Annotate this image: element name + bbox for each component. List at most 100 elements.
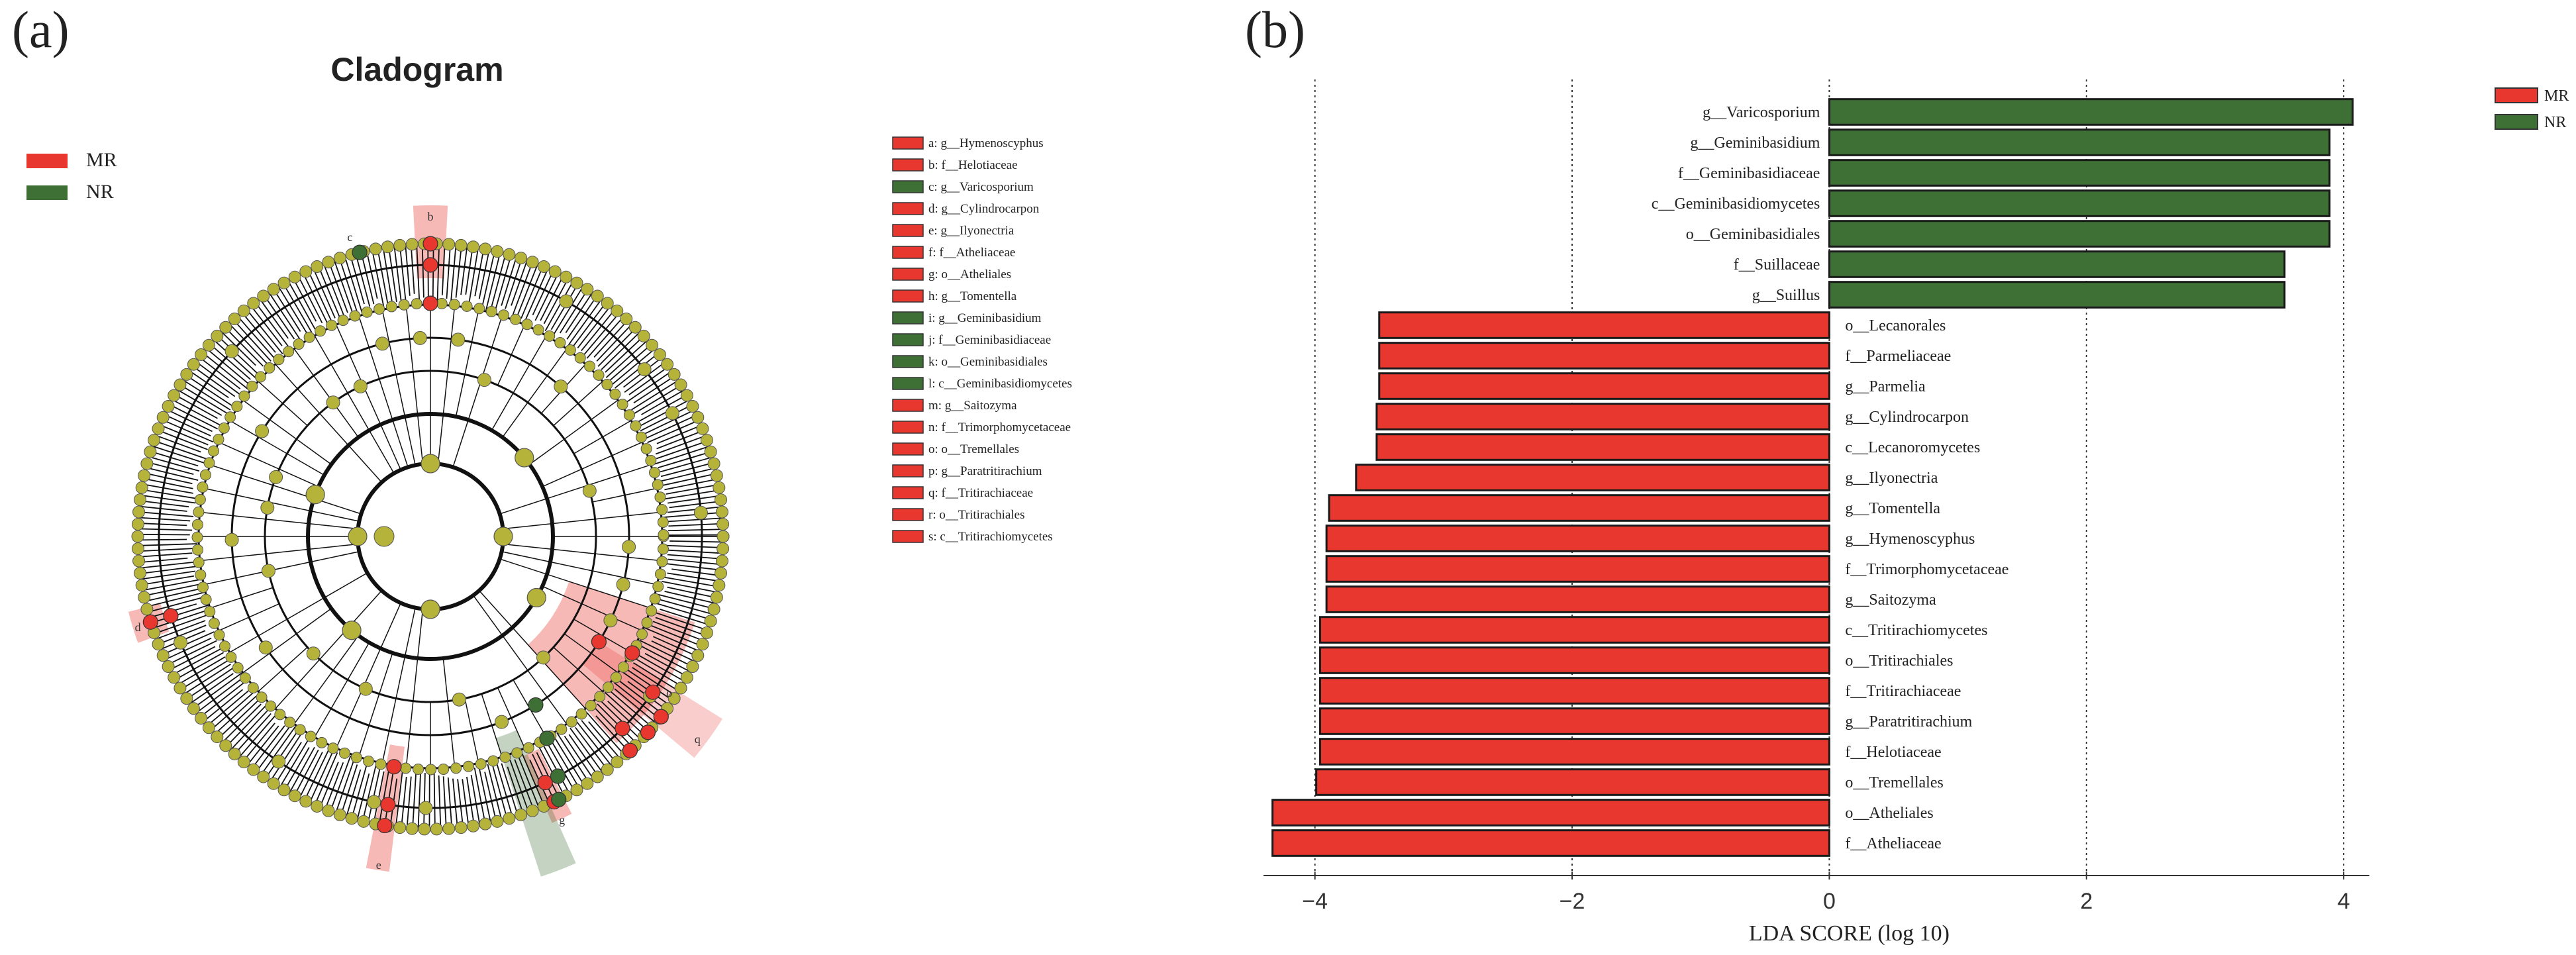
highlighted-node-mr — [422, 236, 438, 252]
inner-branch — [218, 603, 279, 632]
leaf-branch — [284, 747, 310, 789]
inner-branch — [592, 487, 658, 503]
genus-node — [657, 543, 669, 555]
leaf-node — [680, 389, 693, 402]
leaf-branch — [668, 523, 722, 527]
leaf-branch — [613, 682, 659, 719]
leaf-branch — [641, 390, 683, 415]
genus-node — [326, 319, 338, 331]
leaf-branch — [218, 336, 262, 378]
legend-swatch-nr — [26, 185, 68, 200]
highlighted-node-mr — [653, 709, 669, 725]
genus-node — [656, 504, 668, 516]
leaf-branch — [466, 776, 475, 825]
inner-branch — [381, 607, 416, 764]
leaf-node — [686, 399, 699, 413]
legend-swatch-mr — [26, 154, 68, 168]
leaf-node — [237, 304, 250, 317]
leaf-branch — [324, 762, 344, 809]
leaf-branch — [139, 538, 187, 541]
leaf-branch — [568, 734, 599, 776]
inner-branch — [335, 324, 401, 470]
leaf-node — [299, 265, 313, 278]
leaf-branch — [452, 778, 458, 827]
leaf-node — [144, 445, 157, 458]
leaf-node — [187, 358, 200, 371]
clade-wedge-l — [495, 730, 576, 877]
leaf-branch — [593, 321, 628, 358]
leaf-branch — [140, 562, 193, 569]
leaf-branch — [246, 309, 283, 354]
leaf-branch — [626, 371, 671, 403]
taxon-label-f: f: f__Atheliaceae — [928, 246, 1015, 260]
taxon-swatch-f — [892, 246, 924, 259]
highlighted-node-mr — [591, 634, 607, 650]
leaf-branch — [383, 248, 393, 305]
genus-node — [213, 629, 225, 641]
leaf-branch — [158, 430, 208, 450]
inner-branch — [455, 309, 479, 417]
order-node — [526, 587, 546, 608]
leaf-node — [686, 660, 699, 674]
leaf-branch — [157, 620, 206, 639]
inner-branch — [497, 687, 526, 749]
genus-node — [509, 313, 521, 325]
inner-branch — [405, 609, 424, 768]
leaf-branch — [243, 723, 275, 761]
leaf-branch — [269, 293, 301, 340]
taxon-swatch-g — [892, 268, 924, 281]
lda-bar-label-g__Tomentella: g__Tomentella — [1845, 500, 1940, 517]
genus-node — [617, 399, 628, 411]
genus-node — [337, 315, 349, 327]
leaf-branch — [154, 440, 211, 461]
leaf-branch — [226, 705, 267, 746]
lda-bar-label-g__Saitozyma: g__Saitozyma — [1845, 591, 1936, 609]
leaf-branch — [550, 740, 579, 788]
leaf-branch — [655, 457, 711, 474]
leaf-node — [581, 777, 594, 790]
leaf-node — [132, 554, 146, 568]
leaf-branch — [351, 765, 368, 818]
leaf-node — [228, 313, 241, 326]
leaf-branch — [639, 639, 692, 667]
leaf-branch — [264, 296, 295, 340]
genus-node — [473, 303, 485, 315]
leaf-node — [491, 815, 504, 828]
order-node — [348, 527, 368, 546]
leaf-branch — [294, 749, 319, 795]
leaf-branch — [441, 245, 446, 295]
leaf-branch — [278, 287, 310, 337]
inner-branch — [258, 381, 308, 427]
leaf-node — [131, 542, 144, 556]
leaf-branch — [319, 762, 339, 807]
leaf-node — [668, 368, 681, 381]
wedge-key-q: q — [695, 732, 701, 746]
family-node — [224, 344, 239, 358]
lda-bar-label-o__Geminibasidiales: o__Geminibasidiales — [1686, 226, 1820, 243]
leaf-branch — [368, 768, 381, 822]
genus-node — [265, 700, 277, 712]
leaf-branch — [633, 662, 679, 691]
leaf-branch — [175, 652, 224, 680]
genus-node — [194, 493, 206, 505]
leaf-branch — [344, 257, 364, 315]
inner-branch — [499, 558, 652, 609]
taxon-label-e: e: g__Ilyonectria — [928, 224, 1015, 238]
leaf-branch — [586, 317, 624, 359]
leaf-branch — [656, 440, 707, 460]
leaf-node — [168, 671, 181, 684]
family-node — [616, 578, 630, 592]
leaf-branch — [477, 764, 491, 822]
taxon-label-o: o: o__Tremellales — [928, 442, 1019, 456]
leaf-node — [680, 671, 693, 684]
leaf-node — [717, 542, 730, 556]
genus-node — [448, 299, 460, 311]
leaf-node — [333, 252, 346, 265]
leaf-branch — [520, 267, 543, 319]
lda-bar-f__Helotiaceae — [1318, 738, 1830, 766]
genus-node — [544, 330, 556, 342]
lda-bar-o__Tritirachiales — [1318, 646, 1830, 674]
leaf-node — [710, 591, 723, 604]
leaf-branch — [230, 705, 272, 750]
leaf-branch — [144, 478, 193, 489]
